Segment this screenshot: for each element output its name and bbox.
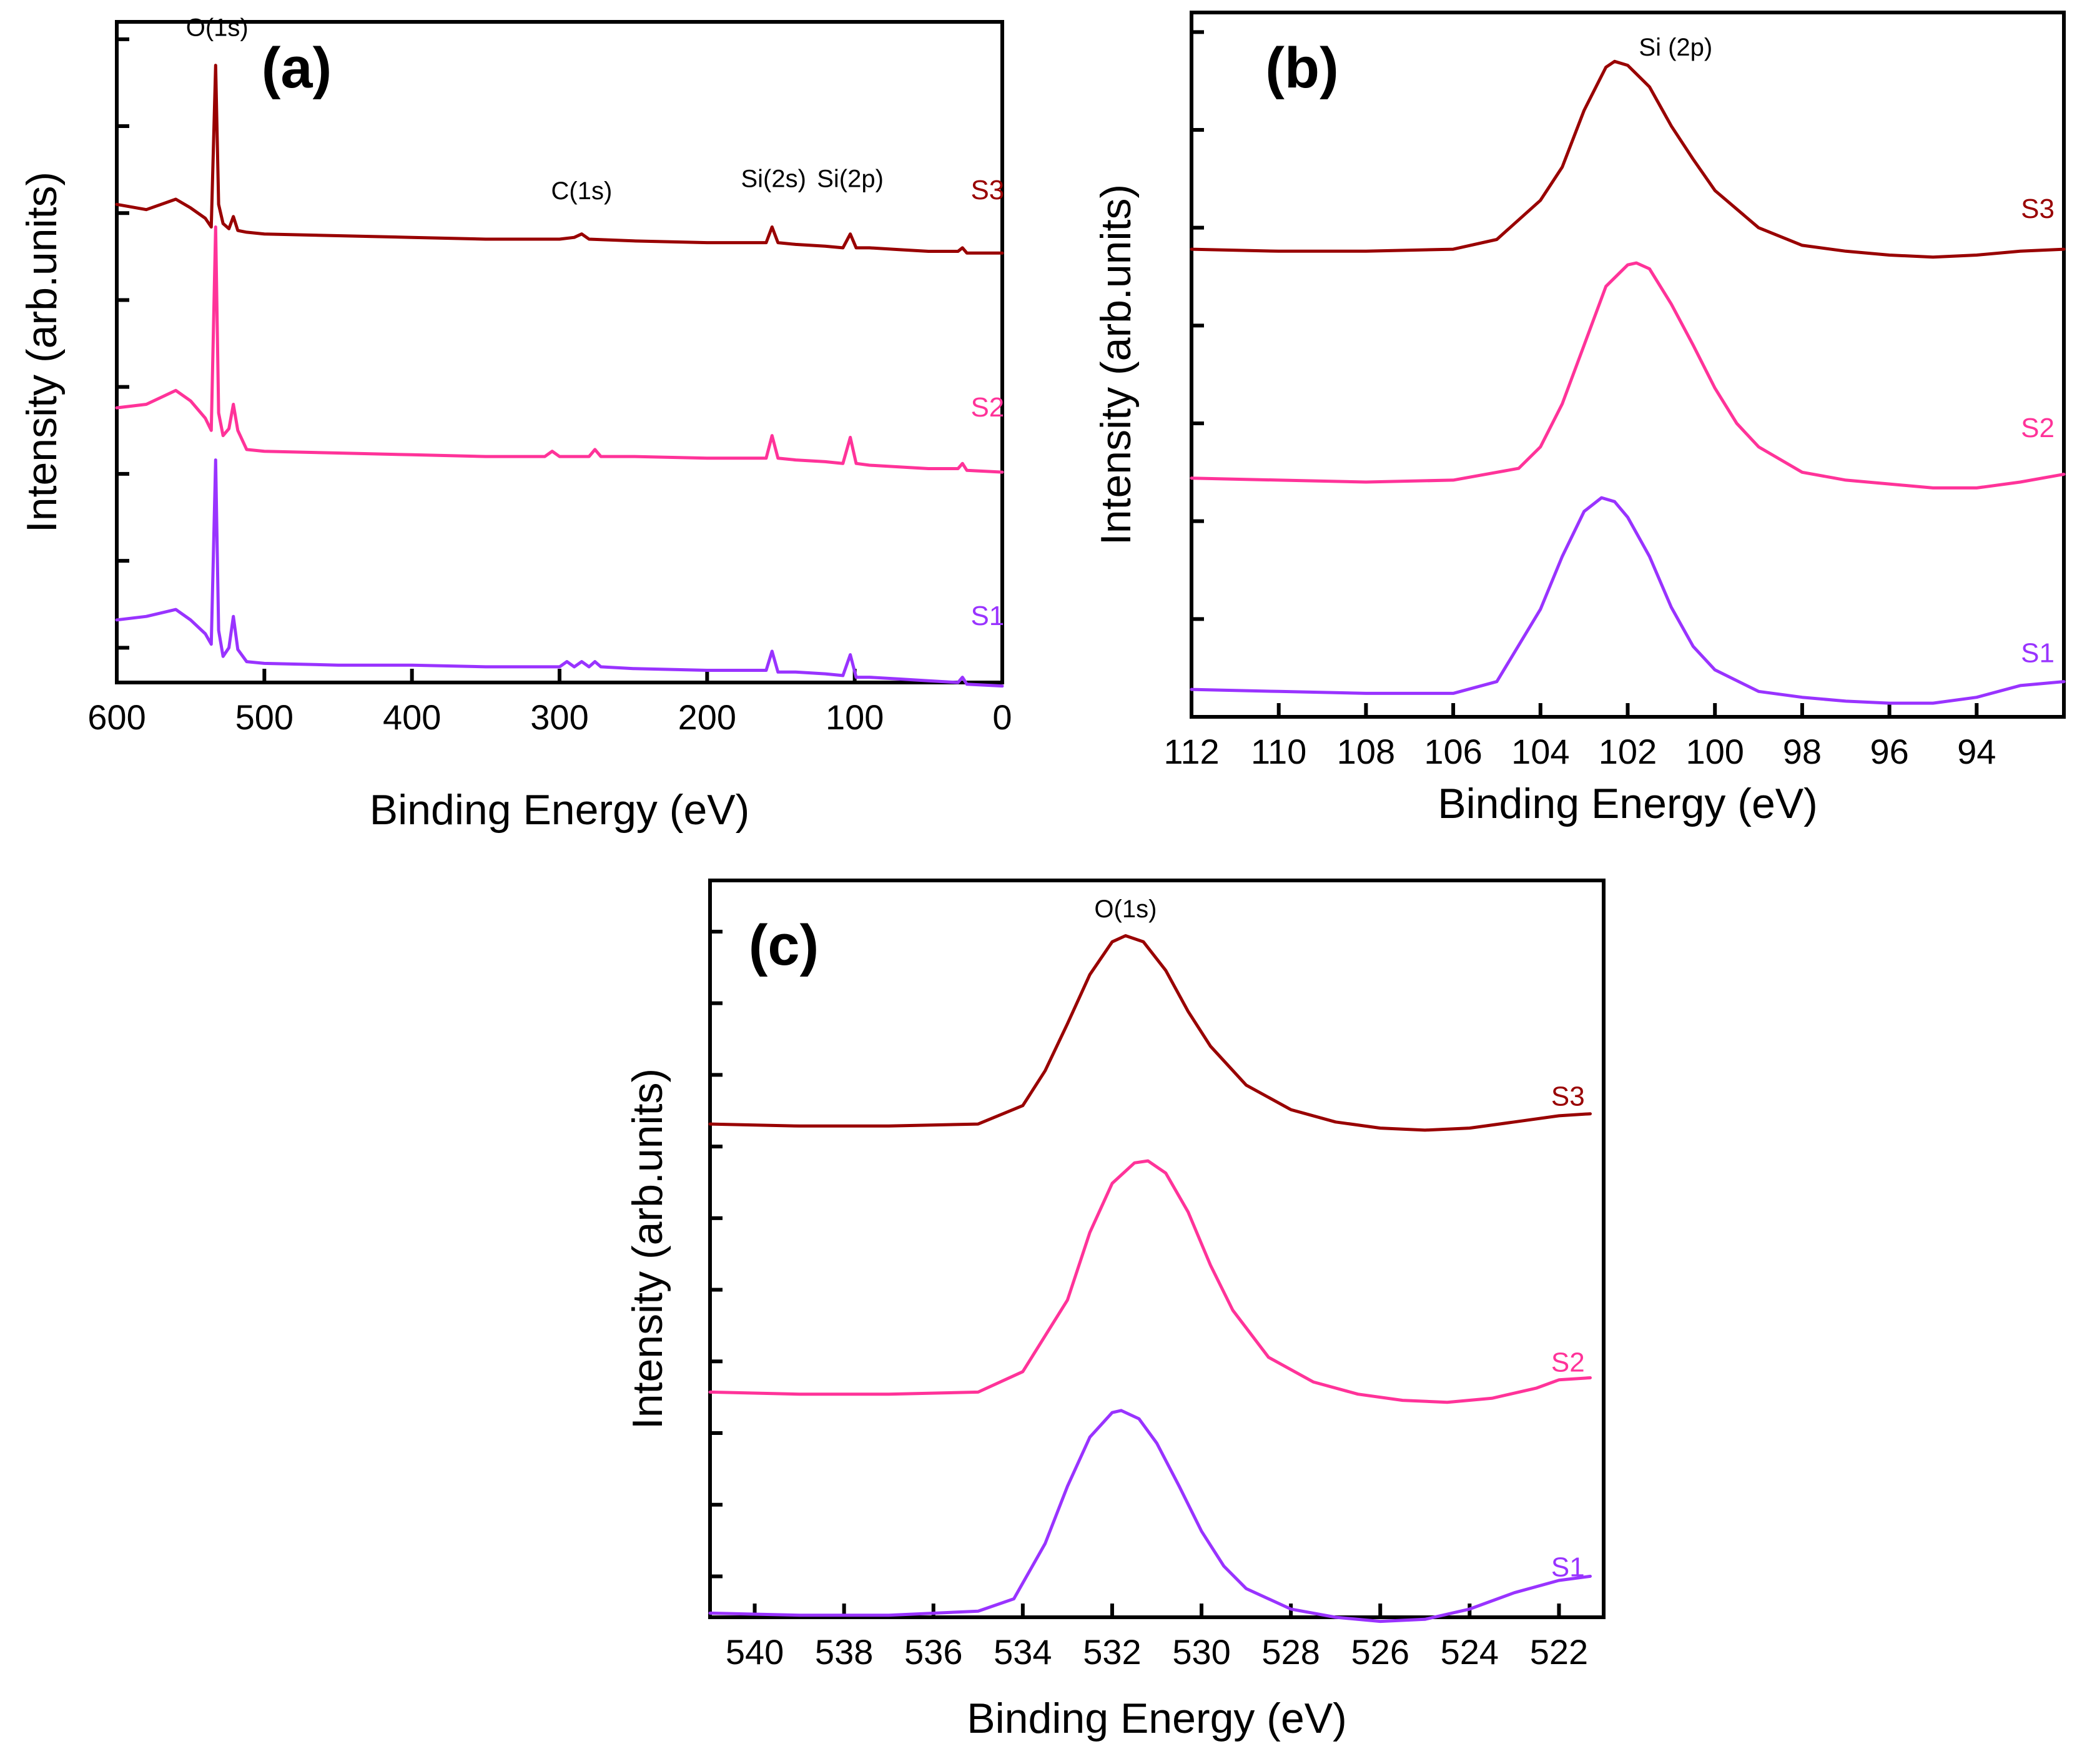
peak-label-a: Si(2s) — [741, 165, 806, 193]
series-label-a-s2: S2 — [970, 392, 1004, 423]
x-tick-label-c: 540 — [726, 1632, 784, 1672]
x-tick-label-c: 534 — [994, 1632, 1052, 1672]
x-axis-title-b: Binding Energy (eV) — [1438, 780, 1818, 827]
x-tick-label-c: 530 — [1172, 1632, 1230, 1672]
series-line-b-s1 — [1190, 496, 2066, 705]
x-tick-label-b: 102 — [1599, 732, 1657, 771]
x-tick-label-a: 0 — [992, 697, 1012, 737]
x-tick-label-a: 600 — [87, 697, 146, 737]
peak-label-a: O(1s) — [186, 14, 249, 41]
x-tick-label-b: 106 — [1424, 732, 1482, 771]
x-tick-label-c: 524 — [1441, 1632, 1499, 1672]
plot-frame-a — [115, 20, 1004, 684]
series-line-c-s3 — [708, 934, 1592, 1132]
panel-b-background — [1074, 0, 2087, 849]
panel-a: 600 500 400 300 200 100 0 Binding Energy (eV) In… — [18, 14, 1012, 834]
x-axis-title-c: Binding Energy (eV) — [967, 1695, 1347, 1742]
x-tick-label-c: 526 — [1351, 1632, 1409, 1672]
x-tick-label-c: 528 — [1261, 1632, 1320, 1672]
panel-label-a: (a) — [262, 36, 332, 100]
panel-label-c: (c) — [749, 914, 819, 977]
x-tick-label-b: 112 — [1163, 732, 1219, 771]
series-label-c-s1: S1 — [1551, 1552, 1585, 1582]
peak-label-a: C(1s) — [551, 177, 613, 205]
series-label-b-s2: S2 — [2021, 413, 2055, 443]
y-axis-title-a: Intensity (arb.units) — [18, 172, 66, 533]
x-tick-label-b: 104 — [1511, 732, 1569, 771]
x-tick-label-b: 96 — [1870, 732, 1908, 771]
x-tick-label-a: 200 — [678, 697, 736, 737]
x-tick-label-a: 400 — [383, 697, 441, 737]
series-line-c-s1 — [708, 1409, 1592, 1624]
x-tick-label-c: 536 — [904, 1632, 962, 1672]
x-tick-label-a: 300 — [530, 697, 588, 737]
y-axis-title-b: Intensity (arb.units) — [1092, 184, 1140, 545]
peak-label-b: Si (2p) — [1639, 34, 1712, 61]
series-line-b-s3 — [1190, 59, 2066, 259]
series-line-b-s2 — [1190, 261, 2066, 490]
x-tick-label-b: 94 — [1957, 732, 1996, 771]
series-label-c-s3: S3 — [1551, 1082, 1585, 1112]
x-tick-label-b: 100 — [1685, 732, 1744, 771]
y-axis-title-c: Intensity (arb.units) — [624, 1068, 671, 1429]
plot-frame-c — [708, 879, 1606, 1619]
x-tick-label-a: 100 — [826, 697, 884, 737]
x-tick-label-c: 538 — [815, 1632, 873, 1672]
series-line-a-s1 — [115, 458, 1004, 688]
series-label-b-s1: S1 — [2021, 638, 2055, 668]
panel-b: 112 110 108 106 104 102 100 98 96 94 Binding Energ… — [1092, 11, 2066, 827]
x-axis-title-a: Binding Energy (eV) — [370, 786, 750, 834]
plot-frame-b — [1190, 11, 2066, 719]
x-tick-label-b: 98 — [1783, 732, 1822, 771]
panel-a-background — [0, 0, 1030, 849]
panel-label-b: (b) — [1265, 36, 1338, 100]
series-label-b-s3: S3 — [2021, 194, 2055, 224]
panel-c: 540 538 536 534 532 530 528 526 524 522 Binding En… — [624, 879, 1606, 1742]
series-line-a-s2 — [115, 225, 1004, 474]
x-tick-label-c: 522 — [1530, 1632, 1588, 1672]
series-label-c-s2: S2 — [1551, 1348, 1585, 1378]
x-tick-label-b: 110 — [1251, 732, 1306, 771]
x-tick-label-b: 108 — [1337, 732, 1395, 771]
series-line-a-s3 — [115, 64, 1004, 255]
x-tick-label-a: 500 — [235, 697, 294, 737]
series-label-a-s1: S1 — [970, 601, 1004, 631]
series-line-c-s2 — [708, 1159, 1592, 1404]
x-tick-label-c: 532 — [1083, 1632, 1141, 1672]
peak-label-a: Si(2p) — [817, 165, 884, 193]
series-label-a-s3: S3 — [970, 175, 1004, 205]
peak-label-c: O(1s) — [1094, 895, 1157, 923]
